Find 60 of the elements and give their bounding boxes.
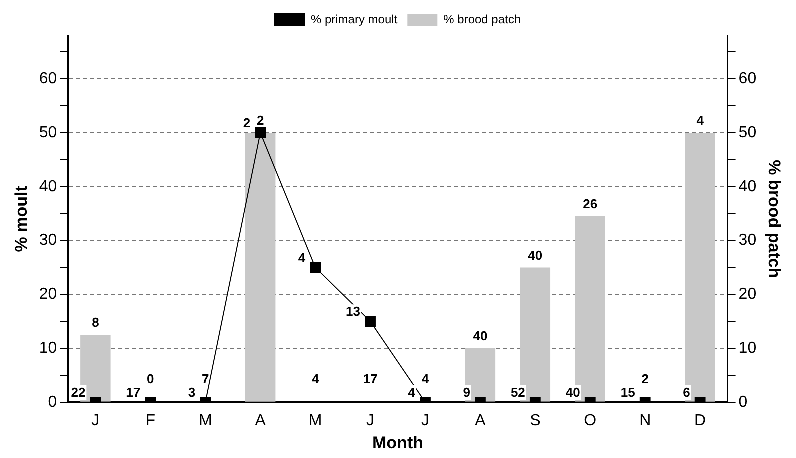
y2-tick-label: 10: [738, 340, 757, 357]
y-tick-label: 60: [39, 70, 58, 88]
x-tick-label: A: [255, 412, 266, 430]
annotation: 22: [71, 384, 86, 400]
annotation: 2: [243, 116, 251, 131]
y2-tick-label: 50: [738, 124, 757, 142]
x-axis-title: Month: [372, 433, 424, 452]
x-tick-label: S: [530, 412, 541, 430]
annotation: 40: [473, 328, 488, 344]
y2-tick-label: 20: [738, 286, 757, 304]
annotation: 13: [346, 304, 361, 320]
x-tick-label: O: [584, 412, 597, 430]
annotation: 4: [408, 384, 416, 400]
bar: [465, 348, 496, 402]
annotation: 17: [126, 384, 141, 400]
bar: [245, 132, 276, 402]
bar: [685, 132, 716, 402]
annotation: 2: [256, 113, 264, 128]
legend-label: % brood patch: [444, 12, 522, 26]
annotation: 6: [683, 384, 690, 400]
y-tick-label: 40: [39, 178, 58, 196]
y2-tick-label: 0: [738, 394, 748, 411]
annotation: 9: [463, 384, 470, 400]
y-tick-label: 0: [48, 394, 58, 411]
x-tick-label: J: [421, 412, 430, 430]
y2-tick-label: 40: [738, 178, 757, 196]
annotation: 4: [298, 250, 306, 266]
annotation: 4: [312, 371, 320, 386]
point: [255, 128, 266, 138]
y2-tick-label: 60: [738, 70, 757, 88]
annotation: 4: [422, 371, 430, 386]
x-tick-label: J: [366, 412, 375, 430]
x-tick-label: N: [640, 412, 652, 430]
x-tick-label: M: [308, 412, 322, 430]
legend-label: % primary moult: [310, 12, 398, 26]
y-tick-label: 10: [39, 340, 58, 357]
annotation: 40: [528, 248, 543, 263]
y2-axis-title: % brood patch: [765, 160, 784, 278]
x-tick-label: D: [694, 412, 706, 430]
annotation: 4: [696, 113, 705, 128]
x-tick-label: M: [198, 412, 212, 430]
annotation: 2: [642, 371, 649, 386]
y-tick-label: 20: [39, 286, 58, 304]
annotation: 3: [188, 384, 196, 400]
y2-tick-label: 30: [738, 232, 757, 250]
annotation: 52: [510, 384, 526, 400]
y-axis-title: % moult: [12, 186, 31, 252]
annotation: 15: [620, 384, 636, 400]
annotation: 26: [583, 196, 598, 212]
annotation: 40: [566, 384, 580, 400]
y-tick-label: 50: [39, 124, 58, 142]
annotation: 8: [92, 315, 100, 330]
x-tick-label: A: [475, 412, 486, 430]
annotation: 7: [202, 371, 210, 386]
annotation: 0: [147, 371, 154, 386]
x-tick-label: F: [146, 412, 156, 430]
point: [310, 262, 321, 274]
annotation: 17: [363, 371, 378, 386]
y-tick-label: 30: [39, 232, 58, 250]
x-tick-label: J: [92, 412, 100, 430]
